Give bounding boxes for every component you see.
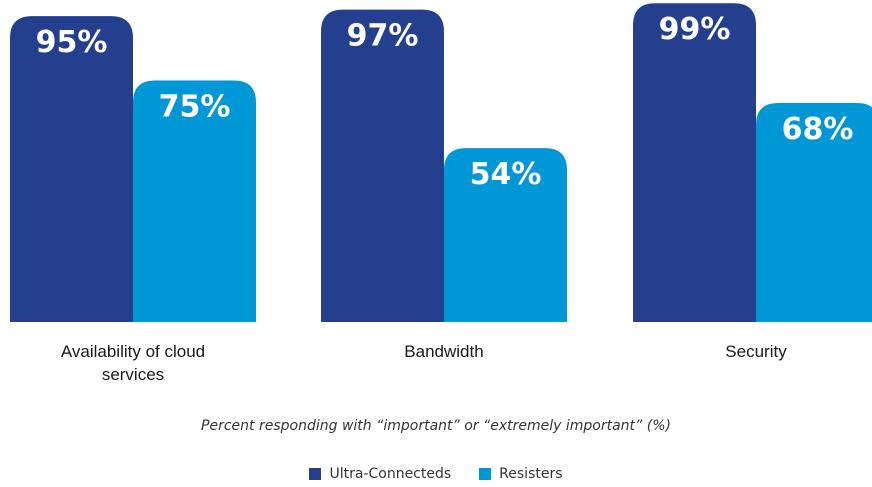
category-label-line: Bandwidth	[404, 342, 483, 361]
bar-resisters-availability-of-cloud-services	[133, 80, 256, 322]
category-label-line: Availability of cloud	[61, 342, 205, 361]
legend-item-ultra-connecteds: Ultra-Connecteds	[309, 466, 451, 482]
category-label-line: Security	[725, 342, 787, 361]
bar-ultra-connecteds-security	[633, 3, 756, 322]
legend-label-resisters: Resisters	[499, 466, 563, 482]
bars-layer: 95% 75% 97% 54% 99% 68%	[10, 3, 872, 322]
legend-label-ultra-connecteds: Ultra-Connecteds	[329, 466, 452, 482]
x-axis-label: Percent responding with “important” or “…	[201, 418, 671, 434]
category-label-bandwidth: Bandwidth	[404, 342, 483, 361]
data-label-ultra-connecteds-bandwidth: 97%	[347, 19, 419, 54]
data-label-resisters-security: 68%	[782, 112, 854, 147]
legend-swatch-ultra-connecteds	[309, 468, 322, 480]
bar-resisters-security	[756, 103, 872, 322]
data-label-ultra-connecteds-availability-of-cloud-services: 95%	[36, 25, 108, 60]
category-label-line: services	[102, 365, 164, 384]
bar-resisters-bandwidth	[444, 148, 567, 322]
data-label-ultra-connecteds-security: 99%	[659, 12, 731, 47]
legend-item-resisters: Resisters	[479, 466, 563, 482]
legend-swatch-resisters	[479, 468, 492, 480]
data-label-resisters-availability-of-cloud-services: 75%	[159, 90, 231, 125]
category-label-security: Security	[725, 342, 787, 361]
bar-ultra-connecteds-availability-of-cloud-services	[10, 16, 133, 322]
legend: Ultra-Connecteds Resisters	[0, 466, 872, 482]
category-label-availability-of-cloud-services: Availability of cloud services	[61, 342, 205, 384]
data-label-resisters-bandwidth: 54%	[470, 157, 542, 192]
category-labels: Availability of cloud services Bandwidth Se…	[61, 342, 787, 384]
bar-ultra-connecteds-bandwidth	[321, 9, 444, 322]
